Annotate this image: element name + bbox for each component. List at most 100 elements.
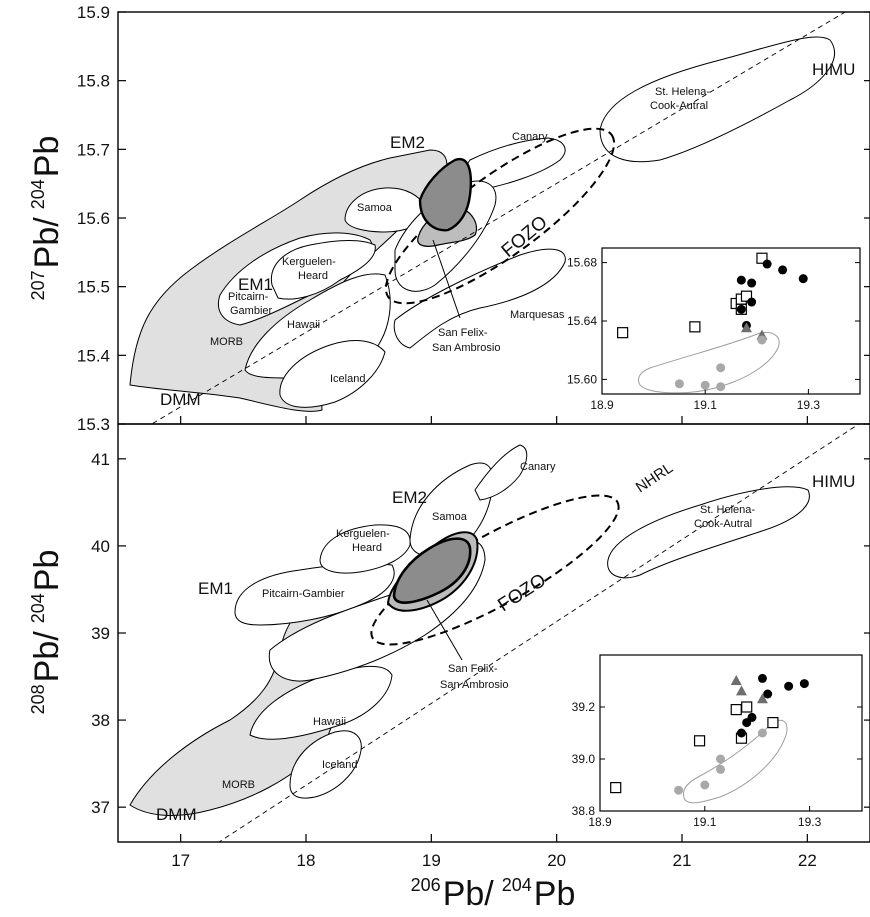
top-iceland-field — [279, 340, 386, 408]
ytick-label: 40 — [91, 537, 110, 556]
black-circle-point — [747, 278, 757, 288]
open-square-point — [610, 781, 622, 794]
bottom-inset-envelope — [683, 719, 788, 804]
inset-ytick-label: 15.60 — [567, 372, 597, 386]
bottom-label-morb: MORB — [222, 779, 255, 791]
black-circle-point — [799, 679, 809, 689]
ytick-label: 15.7 — [77, 140, 110, 159]
gray-triangle-point — [730, 675, 742, 685]
black-circle-point — [736, 728, 746, 738]
top-ylabel-main: Pb/ — [28, 217, 66, 269]
bottom-label-fozo: FOZO — [494, 570, 550, 616]
svg-text:208Pb/204Pb: 208Pb/204Pb — [28, 550, 66, 715]
bottom-label-himu: HIMU — [812, 472, 855, 491]
top-label-iceland: Iceland — [330, 373, 365, 385]
open-square-point — [689, 321, 701, 333]
black-circle-point — [757, 673, 767, 683]
black-circle-point — [778, 265, 788, 275]
top-label-samoa: Samoa — [357, 202, 393, 214]
ytick-label: 15.5 — [77, 278, 110, 297]
black-circle-point — [742, 718, 752, 728]
ytick-label: 15.3 — [77, 415, 110, 434]
top-label-sfa: San Felix- — [438, 327, 488, 339]
top-sfa-dark-field — [418, 157, 472, 232]
svg-text:207Pb/204Pb: 207Pb/204Pb — [28, 136, 66, 301]
bottom-label-kerguelen-2: Heard — [352, 542, 382, 554]
gray-circle-point — [757, 335, 767, 345]
gray-circle-point — [716, 382, 726, 392]
top-label-em2: EM2 — [390, 133, 425, 152]
open-square-point — [767, 716, 779, 729]
open-square-point — [740, 290, 753, 302]
xlabel-main2: Pb — [534, 875, 576, 913]
top-label-em1: EM1 — [238, 275, 273, 294]
top-label-sthelena: St. Helena- — [655, 86, 710, 98]
xtick-label: 22 — [798, 851, 817, 870]
bottom-pitcairn-gambier-field — [234, 563, 395, 626]
bottom-inset-frame — [599, 654, 863, 812]
ytick-label: 15.9 — [77, 3, 110, 22]
inset-xtick-label: 18.9 — [588, 815, 612, 829]
bottom-y-axis-title: 208Pb/204Pb — [28, 550, 66, 715]
open-square-point — [756, 252, 768, 264]
bottom-label-canary: Canary — [520, 461, 556, 473]
bottom-label-sfa-2: San Ambrosio — [440, 679, 508, 691]
ytick-label: 38 — [91, 711, 110, 730]
bottom-panel-axes: 37 38 39 40 41 17 18 19 20 21 22 — [91, 450, 870, 870]
inset-xtick-label: 19.1 — [694, 398, 718, 412]
black-circle-point — [736, 275, 746, 285]
bottom-label-sthelena-2: Cook-Autral — [694, 518, 752, 530]
inset-xtick-label: 19.3 — [798, 815, 822, 829]
top-fozo-field — [384, 127, 616, 305]
top-y-axis-title: 207Pb/204Pb — [28, 136, 66, 301]
bottom-label-hawaii: Hawaii — [313, 716, 346, 728]
ytick-label: 15.4 — [77, 346, 110, 365]
bottom-ylabel-main2: Pb — [28, 550, 66, 592]
open-square-point — [617, 327, 629, 339]
xtick-label: 17 — [171, 851, 190, 870]
bottom-kerguelen-heard-field — [319, 524, 411, 574]
svg-text:206Pb/204Pb: 206Pb/204Pb — [411, 875, 576, 913]
top-label-dmm: DMM — [160, 390, 201, 409]
inset-xtick-label: 18.9 — [590, 398, 614, 412]
inset-ytick-label: 39.0 — [572, 752, 596, 766]
black-circle-point — [798, 274, 808, 284]
top-sfa-leader — [432, 239, 461, 319]
bottom-sfa-dark-field — [392, 537, 472, 604]
bottom-ylabel-sup2: 204 — [28, 593, 48, 623]
ytick-label: 41 — [91, 450, 110, 469]
bottom-sfa-leader — [426, 599, 463, 661]
top-st-helena-field — [599, 36, 835, 163]
top-ylabel-sup: 207 — [28, 270, 48, 300]
black-circle-point — [784, 681, 794, 691]
inset-ytick-label: 39.2 — [572, 700, 596, 714]
bottom-fozo-field — [370, 494, 620, 646]
bottom-label-nhrl: NHRL — [633, 459, 676, 496]
top-panel-axes: 15.3 15.4 15.5 15.6 15.7 15.8 15.9 — [77, 3, 870, 434]
gray-circle-point — [674, 379, 684, 389]
bottom-hawaii-field — [249, 665, 393, 740]
xlabel-sup: 206 — [411, 875, 441, 895]
top-marquesas-field — [393, 248, 566, 349]
open-square-point — [741, 701, 753, 713]
top-label-hawaii: Hawaii — [287, 319, 320, 331]
gray-circle-point — [716, 754, 726, 764]
ytick-label: 37 — [91, 798, 110, 817]
top-label-himu: HIMU — [812, 60, 855, 79]
gray-circle-point — [674, 785, 684, 795]
open-square-point — [693, 735, 706, 747]
top-label-canary: Canary — [512, 131, 548, 143]
gray-triangle-point — [735, 685, 747, 696]
top-label-marquesas: Marquesas — [510, 309, 565, 321]
gray-triangle-point — [756, 693, 768, 704]
top-kerguelen-heard-field — [270, 239, 376, 300]
black-circle-point — [763, 689, 773, 699]
open-square-point — [730, 703, 742, 716]
top-label-sfa-2: San Ambrosio — [432, 342, 500, 354]
top-inset-envelope — [637, 331, 780, 394]
bottom-label-sfa: San Felix- — [448, 663, 498, 675]
xlabel-sup2: 204 — [502, 875, 532, 895]
top-ylabel-sup2: 204 — [28, 179, 48, 209]
xtick-label: 19 — [422, 851, 441, 870]
bottom-ylabel-main: Pb/ — [28, 631, 66, 683]
